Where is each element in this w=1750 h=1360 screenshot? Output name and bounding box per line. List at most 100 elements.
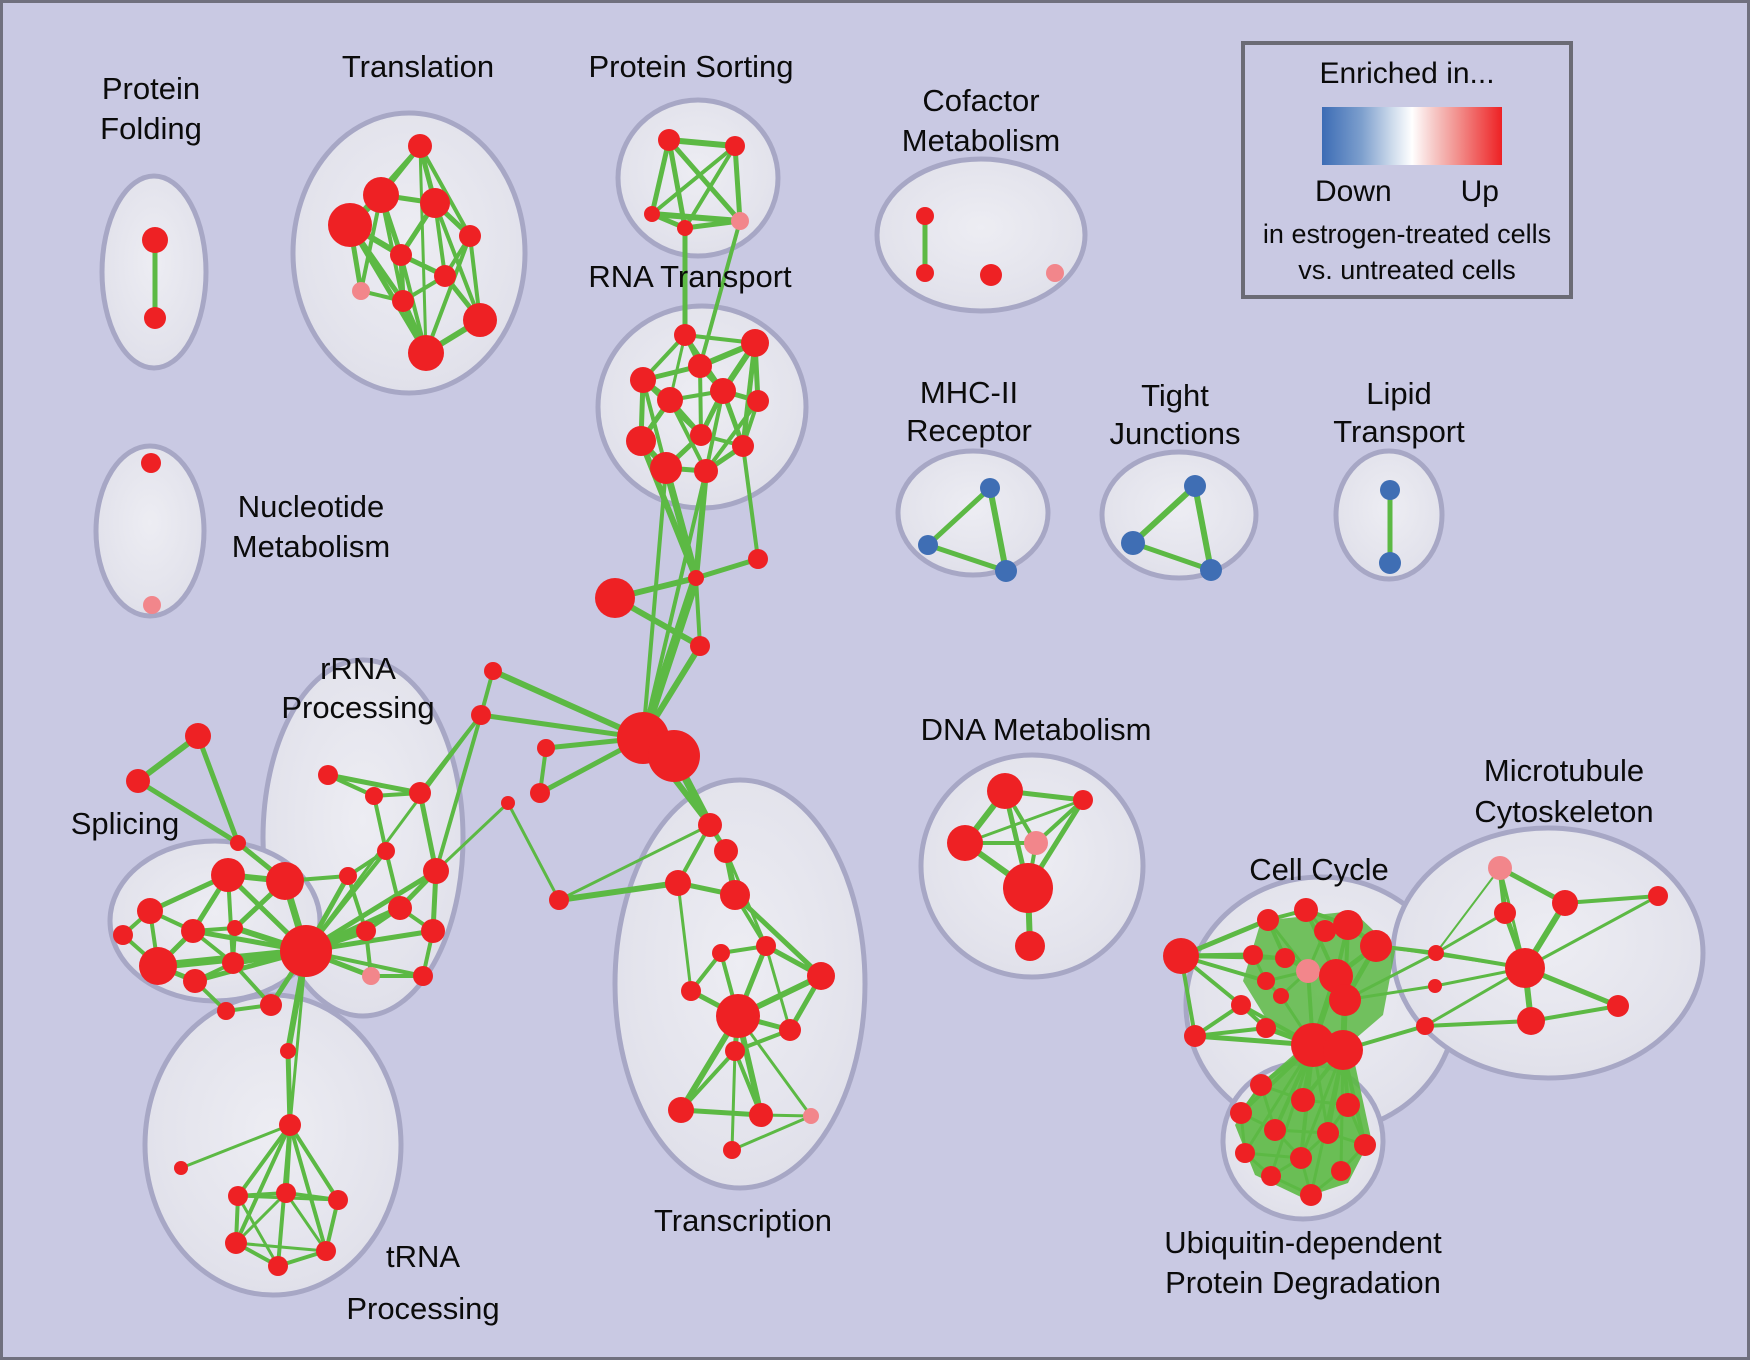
gene-set-node [420,188,450,218]
edge [236,1194,280,1268]
gene-set-node [225,1232,247,1254]
edge [666,137,738,149]
gene-set-node [1231,995,1251,1015]
edge [741,444,760,561]
edge [641,469,708,740]
gene-set-node [644,206,660,222]
gene-set-node [222,952,244,974]
edge [234,1191,288,1245]
edge [662,464,700,582]
edge [288,1123,328,1253]
edge [650,144,737,216]
cluster-label-nucleotide-metabolism: Nucleotide Metabolism [232,489,391,564]
gene-set-node [741,329,769,357]
edge [641,466,668,740]
edge [678,1107,764,1118]
gene-set-node [1517,1007,1545,1035]
cluster-label-splicing: Splicing [71,806,180,841]
edge [698,219,742,368]
gene-set-node [1428,945,1444,961]
gene-set-node [421,919,445,943]
gene-set-node [139,947,177,985]
gene-set-node [723,1141,741,1159]
gene-set-node [1488,856,1512,880]
cluster-label-ubiquitin-degradation: Ubiquitin-dependent Protein Degradation [1164,1225,1442,1300]
gene-set-node [537,739,555,757]
cluster-label-cell-cycle: Cell Cycle [1249,852,1389,887]
edge [557,823,712,902]
gene-set-node [714,839,738,863]
edge [740,340,758,449]
gene-set-node [328,203,372,247]
gene-set-node [918,535,938,555]
cluster-label-trna-processing: tRNA Processing [346,1239,499,1326]
cluster-label-translation: Translation [342,49,494,84]
edge [556,880,681,903]
gene-set-node [1243,945,1263,965]
gene-set-node [710,378,736,404]
cluster-label-lipid-transport: Lipid Transport [1333,376,1465,449]
gene-set-node [413,966,433,986]
gene-set-node [390,244,412,266]
edge [1434,911,1507,955]
network-graph: Protein Folding Translation Protein Sorting… [71,49,1706,1326]
gene-set-node [1200,559,1222,581]
gene-set-node [392,290,414,312]
gene-set-node [1607,995,1629,1017]
gene-set-node [1317,1122,1339,1144]
gene-set-node [712,944,730,962]
edge [764,944,792,1032]
gene-set-node [339,867,357,885]
legend-subtitle-line1: in estrogen-treated cells [1262,219,1552,249]
cluster-label-rna-transport: RNA Transport [588,259,792,294]
gene-set-node [530,783,550,803]
edge [1523,894,1660,970]
gene-set-node [690,424,712,446]
gene-set-node [434,265,456,287]
gene-set-node [595,578,635,618]
gene-set-node [1230,1102,1252,1124]
gene-set-node [677,220,693,236]
gene-set-node [549,890,569,910]
gene-set-node [1256,1018,1276,1038]
gene-set-node [1273,988,1289,1004]
gene-set-node [143,596,161,614]
gene-set-node [947,825,983,861]
gene-set-node [690,636,710,656]
gene-set-node [142,227,168,253]
gene-set-node [266,862,304,900]
gene-set-node [1354,1134,1376,1156]
gene-set-node [352,282,370,300]
legend-down-label: Down [1315,175,1392,208]
gene-set-node [665,870,691,896]
gene-set-node [1184,475,1206,497]
gene-set-node [674,324,696,346]
gene-set-node [1428,979,1442,993]
cluster-label-mhc-ii-receptor: MHC-II Receptor [906,375,1032,448]
edge [704,389,725,473]
gene-set-node [779,1019,801,1041]
gene-set-node [650,452,682,484]
gene-set-node [356,921,376,941]
gene-set-node [228,1186,248,1206]
edge [925,542,1009,574]
cluster-label-protein-sorting: Protein Sorting [588,49,793,84]
gene-set-node [1235,1143,1255,1163]
edge [179,1123,292,1170]
gene-set-node [1290,1147,1312,1169]
gene-set-node [1015,931,1045,961]
gene-set-node [1121,531,1145,555]
cluster-label-cofactor-metabolism: Cofactor Metabolism [902,83,1061,158]
gene-set-node [681,981,701,1001]
edge [135,778,241,846]
edge [730,1114,813,1152]
gene-set-node [803,1108,819,1124]
gene-set-node [408,335,444,371]
gene-set-node [658,129,680,151]
cluster-label-transcription: Transcription [654,1203,832,1238]
gene-set-node [1275,948,1295,968]
cluster-ellipse-cofactor-metabolism [874,156,1088,314]
gene-set-node [1257,972,1275,990]
gene-set-node [725,136,745,156]
gene-set-node [732,435,754,457]
